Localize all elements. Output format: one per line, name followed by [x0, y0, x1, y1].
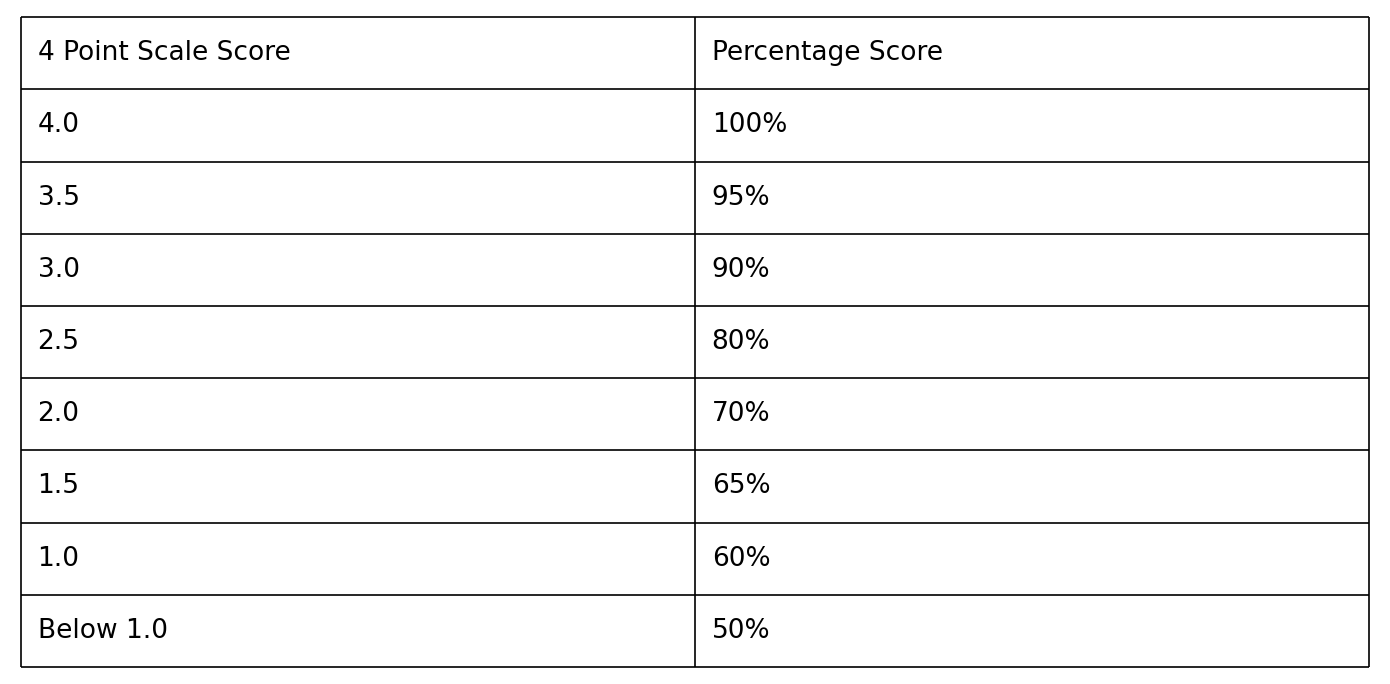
Text: 2.5: 2.5 — [38, 329, 79, 355]
Text: 95%: 95% — [712, 185, 770, 211]
Text: 1.5: 1.5 — [38, 473, 79, 499]
Text: 70%: 70% — [712, 402, 770, 428]
Text: 2.0: 2.0 — [38, 402, 79, 428]
Text: 3.5: 3.5 — [38, 185, 79, 211]
Text: Below 1.0: Below 1.0 — [38, 618, 168, 644]
Text: 100%: 100% — [712, 112, 787, 138]
Text: 1.0: 1.0 — [38, 546, 79, 572]
Text: Percentage Score: Percentage Score — [712, 40, 942, 66]
Text: 4.0: 4.0 — [38, 112, 79, 138]
Text: 80%: 80% — [712, 329, 770, 355]
Text: 3.0: 3.0 — [38, 256, 79, 282]
Text: 65%: 65% — [712, 473, 770, 499]
Text: 90%: 90% — [712, 256, 770, 282]
Text: 50%: 50% — [712, 618, 770, 644]
Text: 60%: 60% — [712, 546, 770, 572]
Text: 4 Point Scale Score: 4 Point Scale Score — [38, 40, 291, 66]
